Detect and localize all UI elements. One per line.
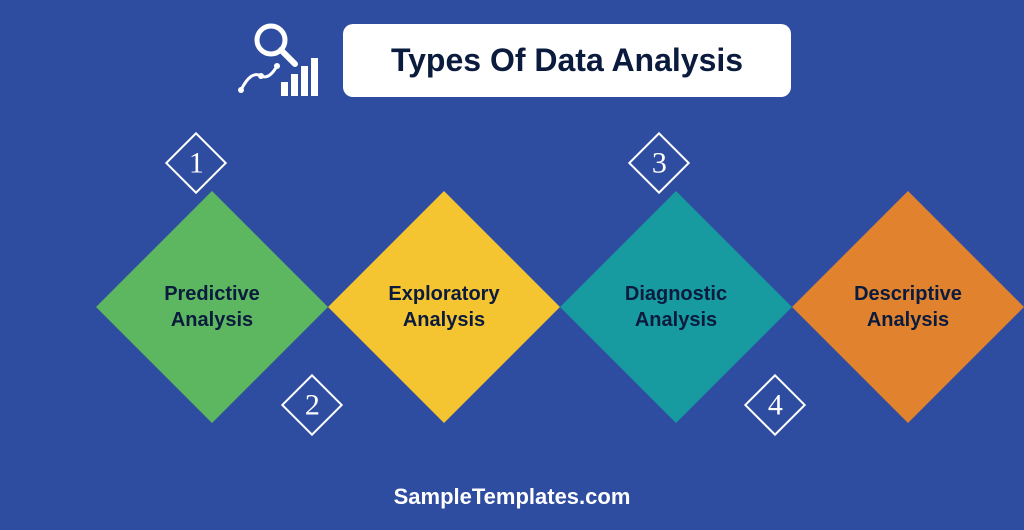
- page-title: Types Of Data Analysis: [391, 42, 743, 78]
- diamond-label: DiagnosticAnalysis: [601, 281, 751, 333]
- diamond-shape: DiagnosticAnalysis: [560, 191, 792, 423]
- diamond-shape: ExploratoryAnalysis: [328, 191, 560, 423]
- number-text: 1: [189, 146, 204, 180]
- diamond-item: DescriptiveAnalysis: [826, 225, 990, 389]
- diamond-label: DescriptiveAnalysis: [833, 281, 983, 333]
- diamond-label: ExploratoryAnalysis: [369, 281, 519, 333]
- diamond-item: ExploratoryAnalysis: [362, 225, 526, 389]
- infographic-canvas: Types Of Data Analysis PredictiveAnalysi…: [0, 0, 1024, 530]
- number-badge: 3: [628, 132, 690, 194]
- number-badge: 1: [165, 132, 227, 194]
- diamond-shape: PredictiveAnalysis: [96, 191, 328, 423]
- diamond-row: PredictiveAnalysis1ExploratoryAnalysis2D…: [0, 155, 1024, 455]
- analysis-icon: [233, 20, 323, 100]
- number-text: 2: [305, 388, 320, 422]
- diamond-label: PredictiveAnalysis: [137, 281, 287, 333]
- diamond-item: PredictiveAnalysis: [130, 225, 294, 389]
- footer-text: SampleTemplates.com: [394, 484, 631, 509]
- header: Types Of Data Analysis: [0, 20, 1024, 100]
- number-text: 3: [652, 146, 667, 180]
- number-text: 4: [768, 388, 783, 422]
- footer-attribution: SampleTemplates.com: [0, 484, 1024, 510]
- diamond-shape: DescriptiveAnalysis: [792, 191, 1024, 423]
- diamond-item: DiagnosticAnalysis: [594, 225, 758, 389]
- title-box: Types Of Data Analysis: [343, 24, 791, 97]
